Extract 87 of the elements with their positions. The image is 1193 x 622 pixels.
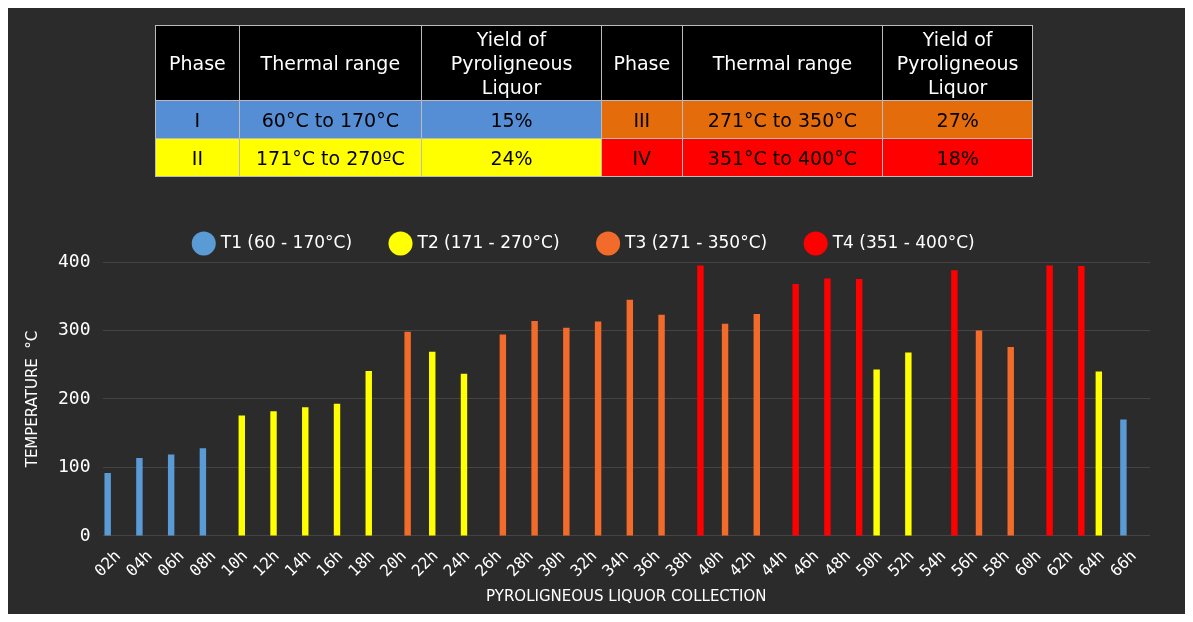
bar [1046,265,1053,536]
bar [460,373,468,536]
x-axis-title: PYROLIGNEOUS LIQUOR COLLECTION [486,586,767,605]
bar [429,351,436,536]
x-tick-label: 40h [693,546,728,580]
bar [104,472,111,536]
y-tick-label: 400 [58,249,91,271]
bar [531,320,538,536]
x-tick-label: 58h [979,546,1013,580]
bar [563,327,570,536]
bar [905,352,912,536]
x-tick-label: 64h [1074,546,1109,580]
text: 171°C to 270ºC [239,138,422,177]
bar [167,454,175,536]
bar [855,279,863,536]
x-tick-label: 42h [725,546,759,580]
text: 60°C to 170°C [239,100,422,139]
text: I [155,100,240,139]
x-tick-label: 44h [756,546,791,580]
x-tick-label: 48h [820,546,855,580]
x-tick-label: 16h [312,546,347,580]
text: Thermal range [682,25,883,101]
x-tick-label: 62h [1042,546,1077,580]
bar [824,278,831,536]
text: 351°C to 400°C [682,138,883,177]
text: IV [601,138,682,177]
x-tick-label: 32h [566,546,601,580]
text: 15% [421,100,602,139]
x-tick-label: 52h [883,546,918,580]
text: II [155,138,240,177]
bar [873,369,880,536]
x-tick-label: 02h [90,546,125,580]
x-tick-label: 14h [280,546,315,580]
bar [951,270,958,536]
bar [365,370,372,536]
text: Thermal range [239,25,422,101]
bar [499,334,507,536]
x-tick-label: 08h [185,546,220,580]
x-tick-label: 66h [1106,546,1140,580]
text: 18% [882,138,1033,177]
text: Yield of Pyroligneous Liquor [882,25,1033,101]
legend-label: T2 (171 - 270°C) [416,231,560,252]
x-tick-label: 56h [947,546,982,580]
bar [697,265,704,536]
bar [136,457,143,536]
bar [975,330,983,536]
x-tick-label: 50h [852,546,886,580]
text: 27% [882,100,1033,139]
text: 24% [421,138,602,177]
text: 271°C to 350°C [682,100,883,139]
bar [270,411,277,536]
x-tick-label: 54h [915,546,950,580]
bar [658,314,665,536]
y-tick-label: 100 [58,455,91,477]
bar [721,323,729,536]
bar [1007,346,1014,536]
bar [753,314,761,536]
legend-label: T1 (60 - 170°C) [219,231,353,252]
bar [792,283,799,536]
x-tick-label: 46h [788,546,823,580]
x-tick-label: 22h [407,546,442,580]
bar [199,448,207,536]
bar [1120,419,1127,536]
bar [594,321,602,536]
legend-label: T4 (351 - 400°C) [831,231,975,252]
bar [1078,266,1085,536]
bar [238,415,245,536]
x-tick-label: 04h [122,546,156,580]
bar [626,299,634,536]
x-tick-label: 24h [439,546,474,580]
y-tick-label: 300 [58,318,91,340]
bar [1095,371,1103,536]
text: Phase [155,25,240,101]
bar [404,331,411,536]
x-tick-label: 60h [1010,546,1045,580]
text: III [601,100,682,139]
x-tick-label: 38h [661,546,696,580]
y-axis-title: TEMPERATURE °C [22,330,41,469]
text: Yield of Pyroligneous Liquor [421,25,602,101]
y-tick-label: 0 [79,523,91,545]
text: Phase [601,25,682,101]
x-tick-label: 06h [153,546,188,580]
y-tick-label: 200 [58,386,91,408]
x-tick-label: 30h [534,546,569,580]
bar [333,403,341,536]
bar [302,407,309,536]
legend-label: T3 (271 - 350°C) [624,231,768,252]
